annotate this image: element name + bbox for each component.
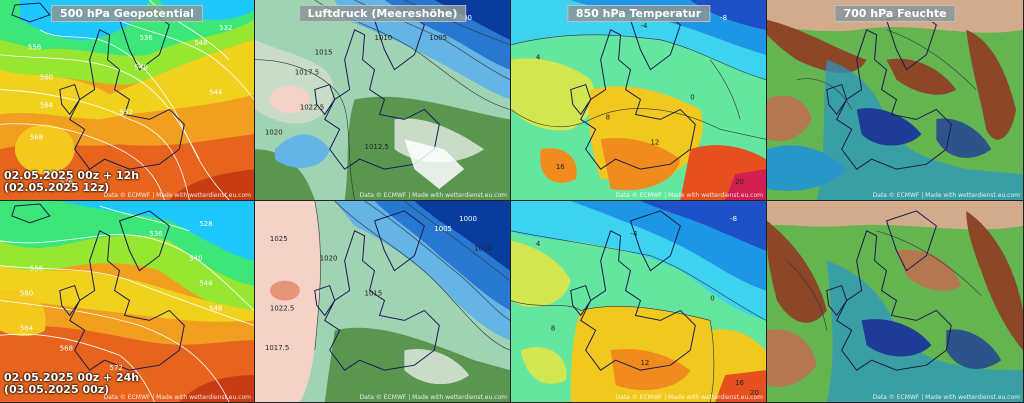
contour-label: 20 [735,178,744,186]
contour-label: 1010 [375,34,393,42]
data-credit: Data © ECMWF | Made with wetterdienst.eu… [103,192,251,199]
contour-label: 0 [690,94,694,102]
contour-label: 4 [536,240,541,248]
contour-label: 536 [139,34,152,42]
valid-time: (02.05.2025 12z) [4,181,110,194]
panel-geopotential-24h: 556 560 564 544 548 540 536 528 568 572 … [0,201,255,403]
contour-label: 16 [556,163,565,171]
contour-label: 556 [28,44,41,52]
contour-label: 560 [40,74,53,82]
contour-label: 16 [735,379,744,387]
contour-label: 1005 [429,34,447,42]
contour-label: 1020 [265,128,283,136]
run-info: 02.05.2025 00z + 12h (02.05.2025 12z) [4,170,139,194]
valid-time: (03.05.2025 00z) [4,383,110,396]
panel-850hpa-temperature-12h: 4 0 -4 8 12 16 20 -8 850 hPa Temperatur … [511,0,767,201]
contour-label: 536 [149,230,162,238]
contour-label: 1015 [365,290,383,298]
contour-label: -8 [720,14,727,22]
contour-label: 528 [199,220,212,228]
panel-sea-level-pressure-12h: 1015 1010 1005 1022.5 1017.5 1020 1012.5… [255,0,511,201]
contour-label: -8 [730,215,737,223]
contour-label: 548 [209,304,222,312]
contour-label: 1012.5 [365,143,389,151]
contour-label: 568 [60,344,73,352]
contour-label: 556 [30,265,43,273]
contour-label: 1022.5 [270,304,294,312]
data-credit: Data © ECMWF | Made with wetterdienst.eu… [615,192,763,199]
panel-title: 700 hPa Feuchte [834,5,956,22]
panel-title: 850 hPa Temperatur [566,5,711,22]
contour-label: 1020 [320,255,338,263]
data-credit: Data © ECMWF | Made with wetterdienst.eu… [615,394,763,401]
data-credit: Data © ECMWF | Made with wetterdienst.eu… [359,394,507,401]
contour-label: 576 [60,178,73,186]
contour-label: 572 [110,364,123,372]
contour-label: 8 [606,113,610,121]
data-credit: Data © ECMWF | Made with wetterdienst.eu… [872,394,1020,401]
contour-label: 540 [189,255,202,263]
contour-label: 544 [199,280,213,288]
humidity-map-12h [767,0,1023,200]
run-time: 02.05.2025 00z + 24h [4,371,140,384]
contour-label: 532 [219,24,232,32]
panel-title: Luftdruck (Meereshöhe) [298,5,467,22]
contour-label: 1017.5 [265,344,289,352]
contour-label: 1025 [270,235,288,243]
contour-label: 0 [710,295,714,303]
contour-label: 544 [209,89,223,97]
contour-label: 4 [536,54,541,62]
panel-sea-level-pressure-24h: 1025 1022.5 1020 1017.5 1015 1010 1005 1… [255,201,511,403]
contour-label: 540 [134,64,147,72]
pressure-map-12h: 1015 1010 1005 1022.5 1017.5 1020 1012.5… [255,0,510,200]
temperature-map-24h: 4 0 -4 8 12 -8 16 20 [511,201,766,402]
panel-geopotential-12h: 556 560 564 548 552 540 544 536 532 568 … [0,0,255,201]
contour-label: 1015 [315,49,333,57]
data-credit: Data © ECMWF | Made with wetterdienst.eu… [872,192,1020,199]
panel-850hpa-temperature-24h: 4 0 -4 8 12 -8 16 20 Data © ECMWF | Made… [511,201,767,403]
contour-label: 560 [20,290,33,298]
contour-label: 20 [750,389,759,397]
run-info: 02.05.2025 00z + 24h (03.05.2025 00z) [4,372,139,396]
contour-label: -4 [640,22,648,30]
geopotential-map-24h: 556 560 564 544 548 540 536 528 568 572 [0,201,254,402]
contour-label: 1005 [434,225,452,233]
pressure-map-24h: 1025 1022.5 1020 1017.5 1015 1010 1005 1… [255,201,510,402]
panel-700hpa-humidity-12h: 700 hPa Feuchte Data © ECMWF | Made with… [767,0,1024,201]
panel-title: 500 hPa Geopotential [51,5,203,22]
contour-label: -4 [631,230,639,238]
contour-label: 12 [640,359,649,367]
contour-label: 564 [40,101,54,109]
contour-label: 1017.5 [295,69,319,77]
data-credit: Data © ECMWF | Made with wetterdienst.eu… [359,192,507,199]
contour-label: 564 [20,324,34,332]
temperature-map-12h: 4 0 -4 8 12 16 20 -8 [511,0,766,200]
contour-label: 8 [551,324,555,332]
data-credit: Data © ECMWF | Made with wetterdienst.eu… [103,394,251,401]
run-time: 02.05.2025 00z + 12h [4,169,140,182]
contour-label: 1022.5 [300,103,324,111]
contour-label: 1010 [474,245,492,253]
contour-label: 1000 [459,215,477,223]
contour-label: 568 [30,133,43,141]
contour-label: 548 [194,39,207,47]
contour-label: 12 [650,138,659,146]
contour-label: 552 [120,108,133,116]
panel-700hpa-humidity-24h: Data © ECMWF | Made with wetterdienst.eu… [767,201,1024,403]
humidity-map-24h [767,201,1023,402]
